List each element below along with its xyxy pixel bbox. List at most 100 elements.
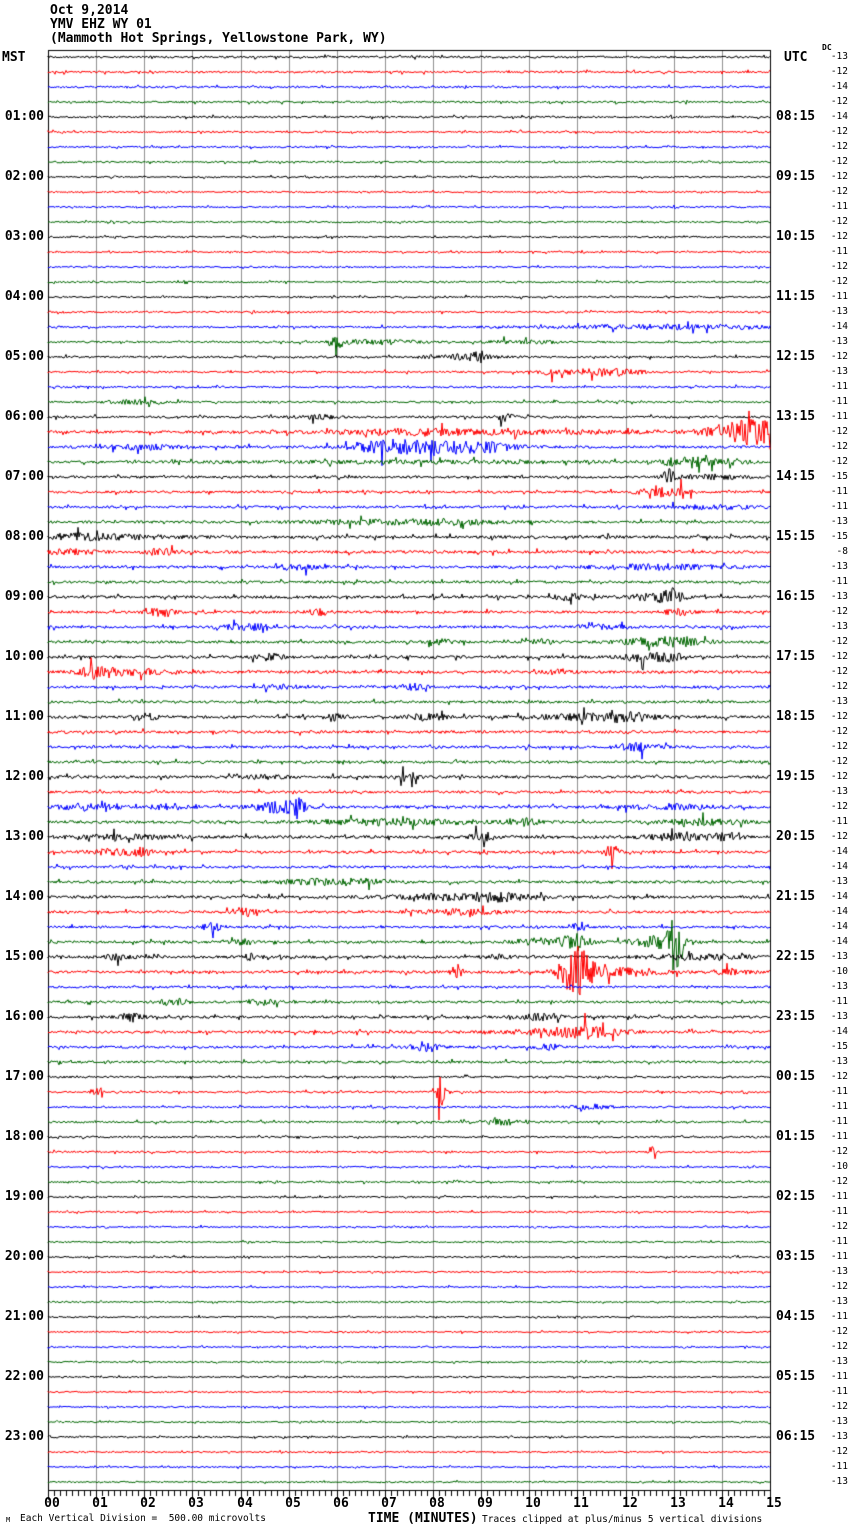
dc-offset-value: -14 (830, 846, 848, 857)
hour-label-mst: 10:00 (4, 649, 44, 664)
title-station: YMV EHZ WY 01 (50, 17, 152, 32)
dc-offset-value: -12 (830, 801, 848, 812)
dc-offset-value: -12 (830, 741, 848, 752)
hour-label-mst: 06:00 (4, 409, 44, 424)
dc-offset-value: -15 (830, 1041, 848, 1052)
hour-label-mst: 22:00 (4, 1369, 44, 1384)
dc-offset-value: -11 (830, 1131, 848, 1142)
dc-offset-value: -12 (830, 1446, 848, 1457)
hour-label-utc: 15:15 (776, 529, 816, 544)
dc-offset-value: -13 (830, 786, 848, 797)
dc-offset-value: -14 (830, 921, 848, 932)
scale-note: Each Vertical Division = 500.00 microvol… (20, 1513, 266, 1524)
dc-offset-value: -11 (830, 1251, 848, 1262)
hour-label-mst: 21:00 (4, 1309, 44, 1324)
hour-label-mst: 14:00 (4, 889, 44, 904)
dc-offset-value: -13 (830, 1296, 848, 1307)
hour-label-utc: 01:15 (776, 1129, 816, 1144)
dc-offset-value: -12 (830, 261, 848, 272)
x-tick-label: 02 (140, 1496, 156, 1511)
dc-offset-value: -13 (830, 621, 848, 632)
dc-offset-value: -11 (830, 1101, 848, 1112)
dc-offset-value: -12 (830, 1146, 848, 1157)
dc-offset-value: -15 (830, 531, 848, 542)
dc-offset-value: -11 (830, 396, 848, 407)
dc-offset-value: -14 (830, 906, 848, 917)
x-tick-label: 01 (92, 1496, 108, 1511)
dc-offset-value: -12 (830, 756, 848, 767)
dc-offset-value: -12 (830, 711, 848, 722)
x-tick-label: 08 (429, 1496, 445, 1511)
dc-offset-value: -11 (830, 816, 848, 827)
x-tick-label: 03 (188, 1496, 204, 1511)
dc-offset-value: -12 (830, 156, 848, 167)
hour-label-mst: 01:00 (4, 109, 44, 124)
hour-label-utc: 16:15 (776, 589, 816, 604)
hour-label-mst: 13:00 (4, 829, 44, 844)
dc-offset-value: -14 (830, 111, 848, 122)
hour-label-utc: 09:15 (776, 169, 816, 184)
dc-offset-value: -12 (830, 1071, 848, 1082)
dc-offset-value: -12 (830, 351, 848, 362)
hour-label-mst: 18:00 (4, 1129, 44, 1144)
hour-label-mst: 03:00 (4, 229, 44, 244)
dc-offset-value: -12 (830, 1326, 848, 1337)
dc-offset-value: -12 (830, 171, 848, 182)
dc-offset-value: -13 (830, 951, 848, 962)
dc-offset-value: -12 (830, 1341, 848, 1352)
hour-label-utc: 12:15 (776, 349, 816, 364)
timezone-header-right: UTC (784, 50, 808, 65)
hour-label-utc: 04:15 (776, 1309, 816, 1324)
hour-label-mst: 20:00 (4, 1249, 44, 1264)
clip-note: Traces clipped at plus/minus 5 vertical … (482, 1514, 763, 1525)
hour-label-utc: 20:15 (776, 829, 816, 844)
dc-offset-value: -11 (830, 381, 848, 392)
dc-offset-value: -11 (830, 1086, 848, 1097)
watermark-glyph: M (6, 1516, 11, 1524)
dc-offset-value: -12 (830, 831, 848, 842)
dc-offset-value: -13 (830, 1056, 848, 1067)
dc-offset-value: -13 (830, 336, 848, 347)
x-tick-label: 07 (381, 1496, 397, 1511)
dc-offset-value: -13 (830, 1266, 848, 1277)
dc-offset-header: DC (822, 43, 832, 52)
dc-offset-value: -12 (830, 771, 848, 782)
dc-offset-value: -14 (830, 891, 848, 902)
dc-offset-value: -12 (830, 216, 848, 227)
hour-label-utc: 18:15 (776, 709, 816, 724)
dc-offset-value: -12 (830, 1401, 848, 1412)
dc-offset-value: -12 (830, 126, 848, 137)
x-tick-label: 06 (333, 1496, 349, 1511)
dc-offset-value: -13 (830, 51, 848, 62)
hour-label-mst: 16:00 (4, 1009, 44, 1024)
dc-offset-value: -12 (830, 1281, 848, 1292)
hour-label-utc: 02:15 (776, 1189, 816, 1204)
hour-label-mst: 12:00 (4, 769, 44, 784)
x-tick-label: 15 (766, 1496, 782, 1511)
dc-offset-value: -12 (830, 681, 848, 692)
dc-offset-value: -13 (830, 306, 848, 317)
dc-offset-value: -11 (830, 1191, 848, 1202)
dc-offset-value: -14 (830, 321, 848, 332)
x-axis-label: TIME (MINUTES) (368, 1511, 478, 1526)
dc-offset-value: -11 (830, 1386, 848, 1397)
dc-offset-value: -12 (830, 231, 848, 242)
hour-label-utc: 05:15 (776, 1369, 816, 1384)
dc-offset-value: -8 (836, 546, 848, 557)
dc-offset-value: -12 (830, 1221, 848, 1232)
hour-label-mst: 08:00 (4, 529, 44, 544)
dc-offset-value: -13 (830, 696, 848, 707)
x-tick-label: 12 (622, 1496, 638, 1511)
hour-label-mst: 17:00 (4, 1069, 44, 1084)
dc-offset-value: -14 (830, 81, 848, 92)
dc-offset-value: -12 (830, 1176, 848, 1187)
dc-offset-value: -10 (830, 966, 848, 977)
dc-offset-value: -12 (830, 666, 848, 677)
dc-offset-value: -11 (830, 1206, 848, 1217)
dc-offset-value: -12 (830, 606, 848, 617)
dc-offset-value: -11 (830, 291, 848, 302)
dc-offset-value: -13 (830, 516, 848, 527)
dc-offset-value: -11 (830, 246, 848, 257)
x-tick-label: 09 (477, 1496, 493, 1511)
hour-label-mst: 15:00 (4, 949, 44, 964)
